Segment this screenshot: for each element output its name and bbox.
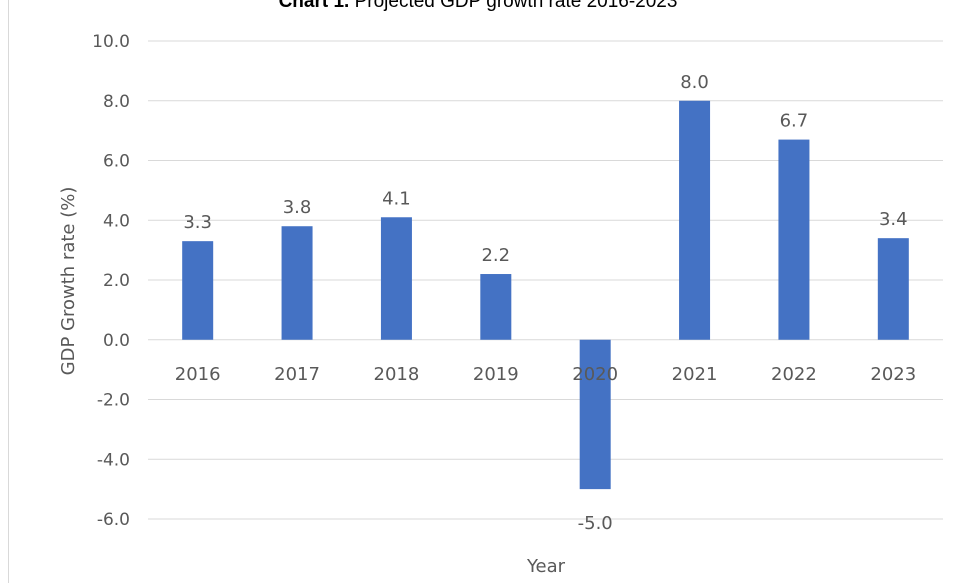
y-axis-label: GDP Growth rate (%): [58, 187, 79, 376]
data-label: -5.0: [578, 513, 613, 534]
data-label: 2.2: [481, 245, 510, 266]
y-tick-label: -2.0: [97, 391, 130, 411]
y-tick-label: 0.0: [103, 331, 130, 351]
data-label: 8.0: [680, 72, 709, 93]
x-tick-label: 2016: [175, 364, 221, 385]
data-label: 3.3: [183, 212, 212, 233]
chart-title-text: Projected GDP growth rate 2016-2023: [349, 0, 678, 12]
gridlines: [148, 40, 943, 520]
data-label: 3.4: [879, 209, 908, 230]
data-label: 6.7: [780, 111, 809, 132]
bar-2018: [380, 217, 412, 340]
y-tick-label: 2.0: [103, 271, 130, 291]
y-tick-label: 4.0: [103, 211, 130, 231]
y-tick-labels: -6.0 -4.0 -2.0 0.0 2.0 4.0 6.0 8.0 10.0: [92, 32, 130, 530]
chart-title: Chart 1. Projected GDP growth rate 2016-…: [0, 0, 956, 13]
data-labels: 3.3 3.8 4.1 2.2 -5.0 8.0 6.7 3.4: [183, 72, 907, 534]
chart-title-prefix: Chart 1.: [278, 0, 350, 12]
x-tick-label: 2023: [870, 364, 916, 385]
x-tick-labels: 2016 2017 2018 2019 2020 2021 2022 2023: [175, 364, 916, 385]
y-tick-label: 10.0: [92, 32, 130, 52]
bar-2021: [679, 100, 711, 340]
chart-frame: [8, 0, 956, 583]
x-tick-label: 2018: [374, 364, 420, 385]
bar-2016: [182, 241, 214, 340]
bar-2020: [579, 339, 611, 490]
bar-2019: [480, 274, 512, 340]
x-tick-label: 2020: [572, 364, 618, 385]
y-tick-label: 6.0: [103, 152, 130, 172]
data-label: 3.8: [283, 197, 312, 218]
x-tick-label: 2017: [274, 364, 320, 385]
x-tick-label: 2022: [771, 364, 817, 385]
x-axis-label: Year: [526, 556, 566, 577]
bar-2017: [281, 226, 313, 340]
bar-2023: [877, 238, 909, 340]
x-tick-label: 2021: [672, 364, 718, 385]
y-tick-label: 8.0: [103, 92, 130, 112]
bar-2022: [778, 139, 810, 340]
y-tick-label: -6.0: [97, 510, 130, 530]
x-tick-label: 2019: [473, 364, 519, 385]
data-label: 4.1: [382, 188, 411, 209]
bars: [182, 100, 909, 490]
y-tick-label: -4.0: [97, 450, 130, 470]
